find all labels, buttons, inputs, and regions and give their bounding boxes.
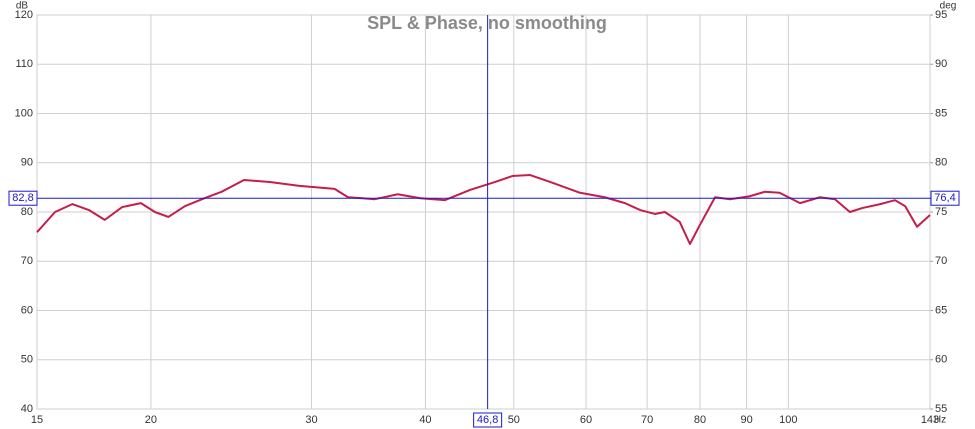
x-tick-label: 50 xyxy=(508,414,520,426)
y-tick-label: 70 xyxy=(21,255,33,267)
x-tick-label: 30 xyxy=(305,414,317,426)
y-tick-label: 90 xyxy=(21,157,33,169)
y-tick-label: 80 xyxy=(21,206,33,218)
y2-tick-label: 55 xyxy=(935,403,947,415)
cursor-y-label: 82,8 xyxy=(12,192,33,204)
y2-tick-label: 95 xyxy=(935,9,947,21)
x-tick-label: 80 xyxy=(694,414,706,426)
y2-tick-label: 80 xyxy=(935,157,947,169)
y-tick-label: 40 xyxy=(21,403,33,415)
y2-tick-label: 90 xyxy=(935,58,947,70)
x-tick-label: 70 xyxy=(641,414,653,426)
y-axis-label: dB xyxy=(16,1,29,12)
cursor-y-label-box xyxy=(8,190,38,206)
x-tick-label: 100 xyxy=(779,414,797,426)
y-tick-label: 60 xyxy=(21,304,33,316)
x-axis-unit: Hz xyxy=(934,415,946,426)
x-tick-label: 60 xyxy=(580,414,592,426)
y-tick-label: 50 xyxy=(21,354,33,366)
y-tick-label: 100 xyxy=(15,107,33,119)
cursor-y2-label: 76,4 xyxy=(934,192,955,204)
x-tick-label: 90 xyxy=(740,414,752,426)
y-tick-label: 120 xyxy=(15,9,33,21)
y2-tick-label: 65 xyxy=(935,304,947,316)
cursor-x-label-box xyxy=(473,412,503,428)
spl-line xyxy=(36,174,931,246)
chart-title: SPL & Phase, no smoothing xyxy=(367,13,607,33)
y2-axis-label: deg xyxy=(940,1,957,12)
y2-tick-label: 75 xyxy=(935,206,947,218)
cursor-x-label: 46,8 xyxy=(477,414,498,426)
y-tick-label: 110 xyxy=(15,58,33,70)
x-tick-label: 15 xyxy=(31,414,43,426)
y2-tick-label: 70 xyxy=(935,255,947,267)
x-tick-label: 40 xyxy=(419,414,431,426)
x-tick-label: 20 xyxy=(145,414,157,426)
y2-tick-label: 85 xyxy=(935,107,947,119)
y2-tick-label: 60 xyxy=(935,354,947,366)
x-tick-label: 143 xyxy=(921,414,939,426)
cursor-y2-label-box xyxy=(930,190,960,206)
